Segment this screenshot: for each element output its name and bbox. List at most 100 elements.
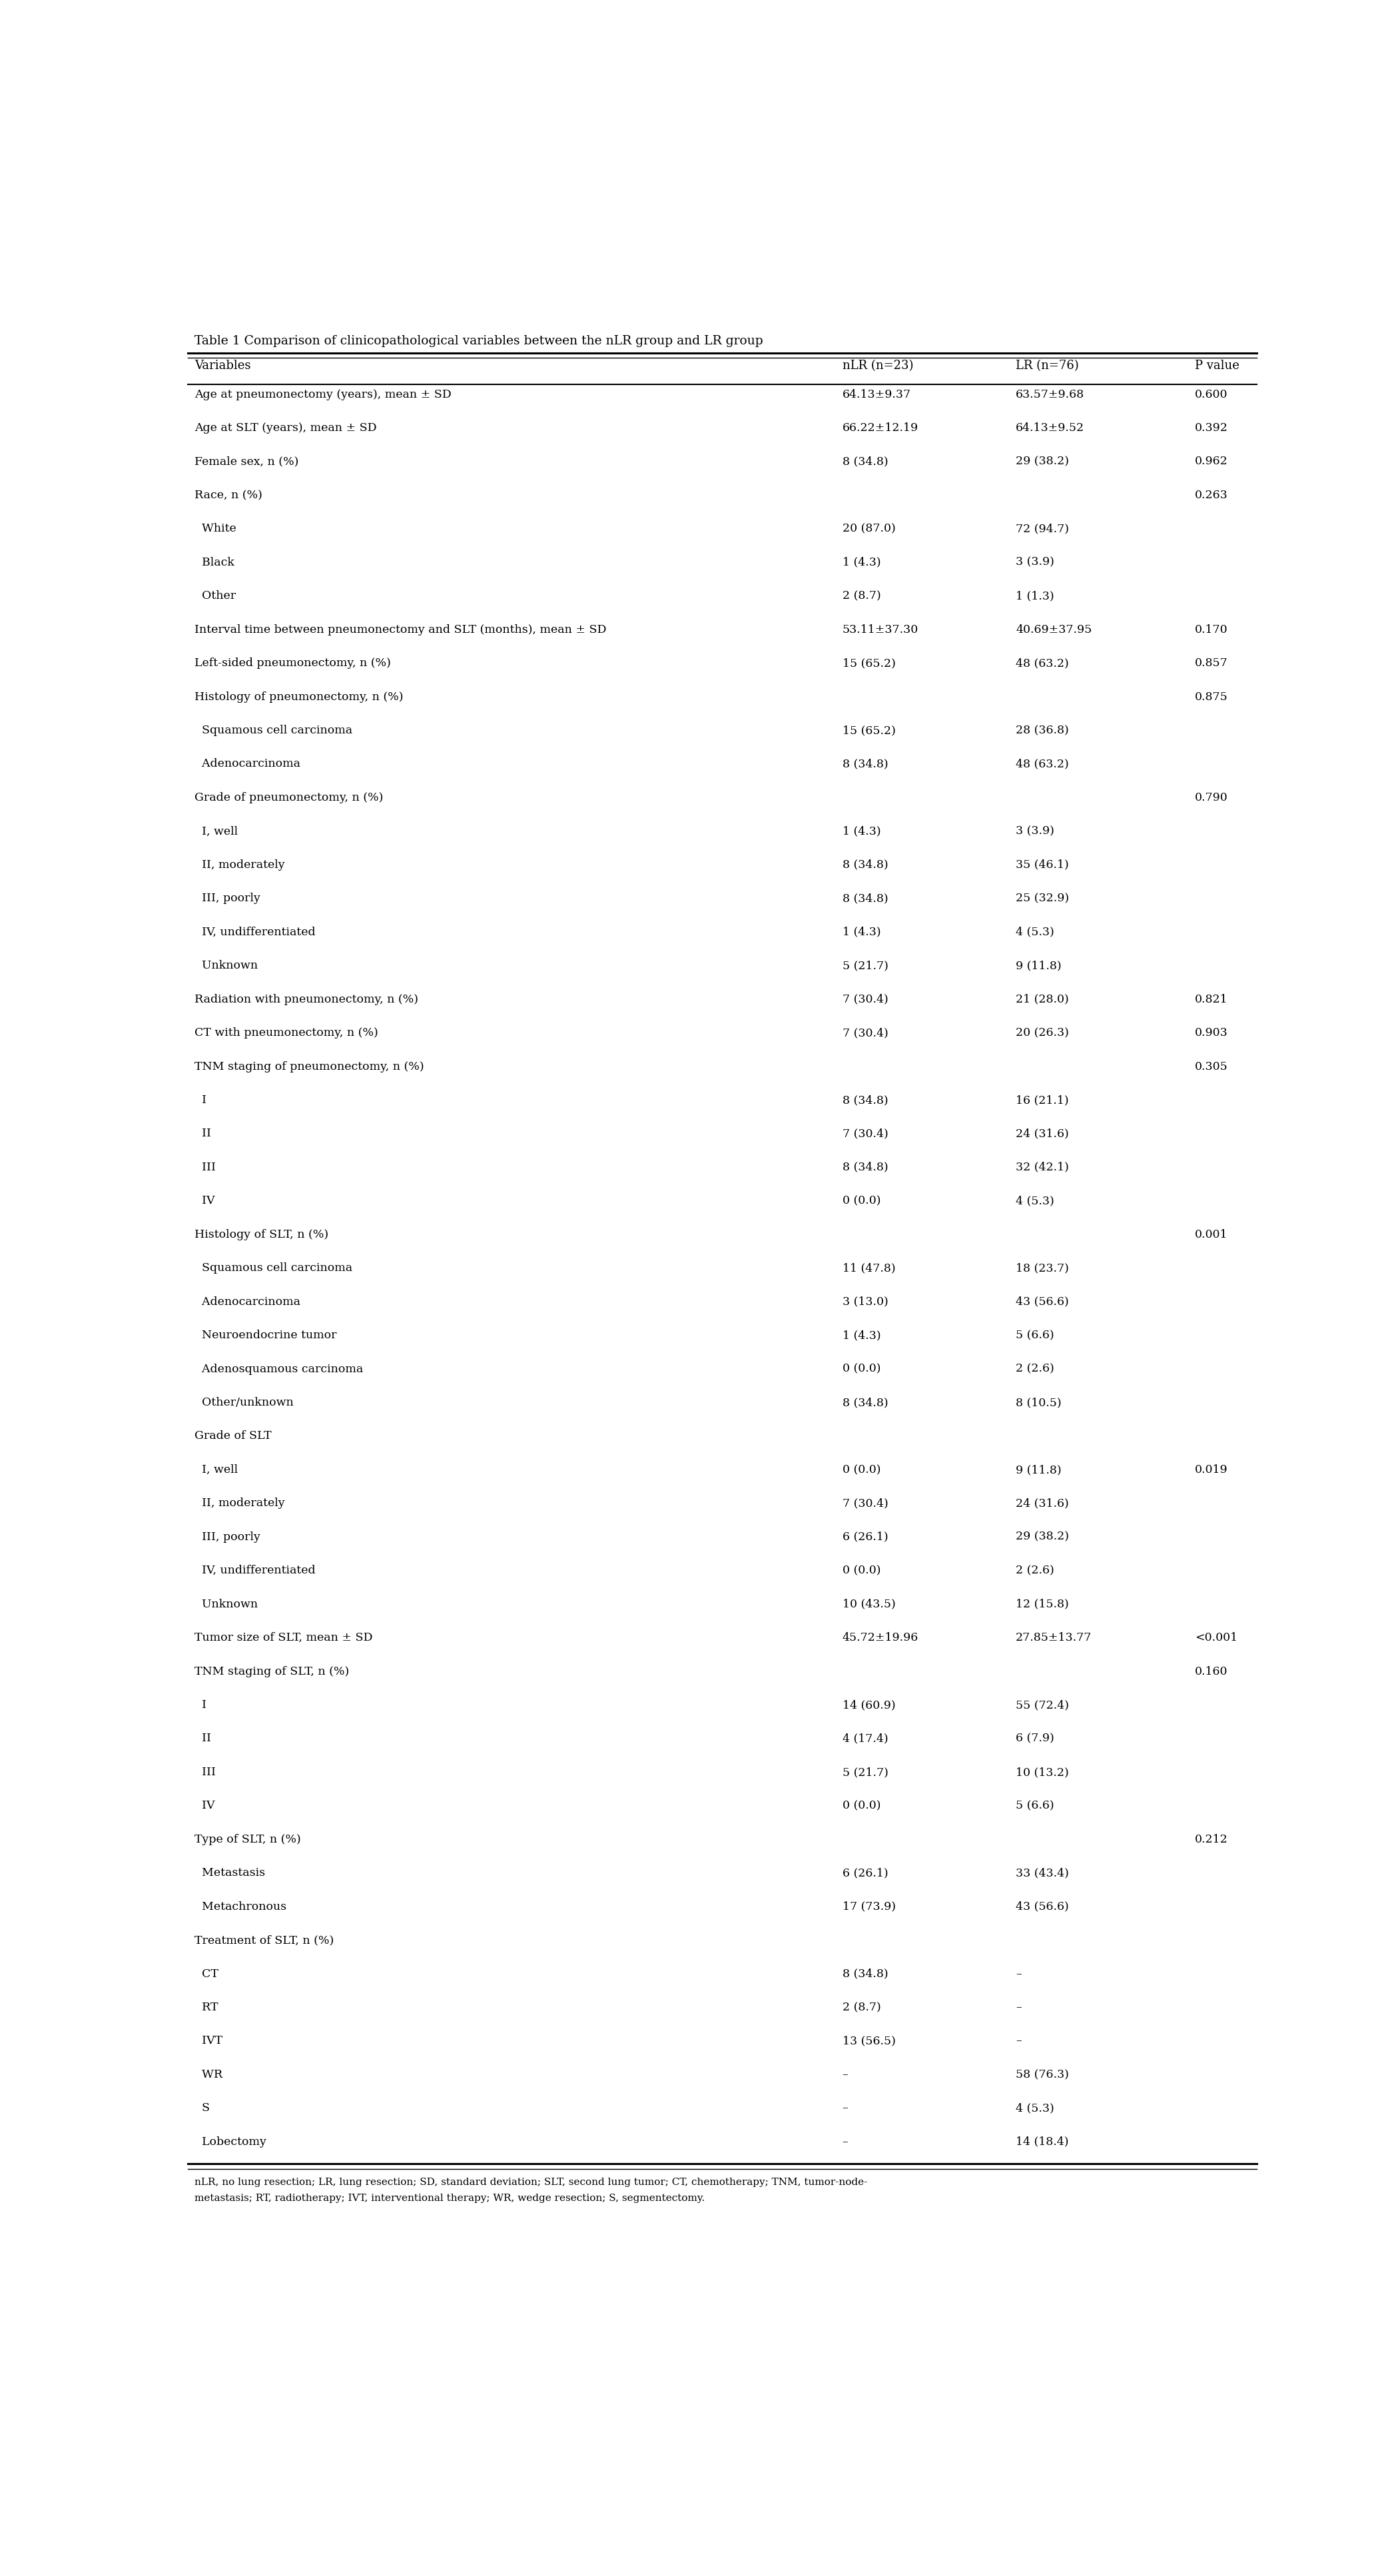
Text: 3 (3.9): 3 (3.9) — [1016, 556, 1054, 569]
Text: 29 (38.2): 29 (38.2) — [1016, 1530, 1070, 1543]
Text: Other: Other — [195, 590, 237, 603]
Text: 1 (4.3): 1 (4.3) — [843, 1329, 881, 1342]
Text: 6 (7.9): 6 (7.9) — [1016, 1734, 1054, 1744]
Text: 8 (34.8): 8 (34.8) — [843, 757, 888, 770]
Text: 4 (5.3): 4 (5.3) — [1016, 2102, 1054, 2115]
Text: 13 (56.5): 13 (56.5) — [843, 2035, 896, 2048]
Text: 20 (87.0): 20 (87.0) — [843, 523, 896, 533]
Text: 0.160: 0.160 — [1194, 1667, 1228, 1677]
Text: 14 (60.9): 14 (60.9) — [843, 1700, 896, 1710]
Text: 0.600: 0.600 — [1194, 389, 1228, 399]
Text: Squamous cell carcinoma: Squamous cell carcinoma — [195, 1262, 353, 1273]
Text: Age at SLT (years), mean ± SD: Age at SLT (years), mean ± SD — [195, 422, 377, 433]
Text: 16 (21.1): 16 (21.1) — [1016, 1095, 1070, 1105]
Text: 0.305: 0.305 — [1194, 1061, 1228, 1072]
Text: –: – — [1016, 1968, 1022, 1978]
Text: 48 (63.2): 48 (63.2) — [1016, 757, 1070, 770]
Text: Female sex, n (%): Female sex, n (%) — [195, 456, 298, 466]
Text: 1 (1.3): 1 (1.3) — [1016, 590, 1054, 603]
Text: White: White — [195, 523, 237, 533]
Text: II, moderately: II, moderately — [195, 1497, 284, 1510]
Text: 2 (2.6): 2 (2.6) — [1016, 1566, 1054, 1577]
Text: 8 (34.8): 8 (34.8) — [843, 1396, 888, 1409]
Text: Unknown: Unknown — [195, 1600, 258, 1610]
Text: 8 (34.8): 8 (34.8) — [843, 456, 888, 466]
Text: 10 (43.5): 10 (43.5) — [843, 1600, 896, 1610]
Text: IV, undifferentiated: IV, undifferentiated — [195, 1566, 315, 1577]
Text: 66.22±12.19: 66.22±12.19 — [843, 422, 918, 433]
Text: 8 (34.8): 8 (34.8) — [843, 1162, 888, 1172]
Text: TNM staging of pneumonectomy, n (%): TNM staging of pneumonectomy, n (%) — [195, 1061, 424, 1072]
Text: III: III — [195, 1162, 216, 1172]
Text: 0.790: 0.790 — [1194, 791, 1228, 804]
Text: 72 (94.7): 72 (94.7) — [1016, 523, 1070, 533]
Text: I, well: I, well — [195, 1463, 238, 1476]
Text: 12 (15.8): 12 (15.8) — [1016, 1600, 1070, 1610]
Text: 0.212: 0.212 — [1194, 1834, 1228, 1844]
Text: 33 (43.4): 33 (43.4) — [1016, 1868, 1070, 1878]
Text: 7 (30.4): 7 (30.4) — [843, 994, 888, 1005]
Text: 20 (26.3): 20 (26.3) — [1016, 1028, 1070, 1038]
Text: I: I — [195, 1095, 207, 1105]
Text: 5 (6.6): 5 (6.6) — [1016, 1801, 1054, 1811]
Text: 9 (11.8): 9 (11.8) — [1016, 1463, 1061, 1476]
Text: <0.001: <0.001 — [1194, 1633, 1238, 1643]
Text: LR (n=76): LR (n=76) — [1016, 361, 1079, 371]
Text: 53.11±37.30: 53.11±37.30 — [843, 623, 918, 636]
Text: IV: IV — [195, 1195, 214, 1206]
Text: 1 (4.3): 1 (4.3) — [843, 827, 881, 837]
Text: Left-sided pneumonectomy, n (%): Left-sided pneumonectomy, n (%) — [195, 657, 391, 670]
Text: Interval time between pneumonectomy and SLT (months), mean ± SD: Interval time between pneumonectomy and … — [195, 623, 606, 636]
Text: 64.13±9.52: 64.13±9.52 — [1016, 422, 1085, 433]
Text: 24 (31.6): 24 (31.6) — [1016, 1128, 1070, 1139]
Text: 3 (3.9): 3 (3.9) — [1016, 827, 1054, 837]
Text: 1 (4.3): 1 (4.3) — [843, 927, 881, 938]
Text: 2 (8.7): 2 (8.7) — [843, 2002, 881, 2012]
Text: 6 (26.1): 6 (26.1) — [843, 1530, 888, 1543]
Text: 58 (76.3): 58 (76.3) — [1016, 2069, 1070, 2081]
Text: 48 (63.2): 48 (63.2) — [1016, 657, 1070, 670]
Text: I: I — [195, 1700, 207, 1710]
Text: 10 (13.2): 10 (13.2) — [1016, 1767, 1070, 1777]
Text: S: S — [195, 2102, 210, 2115]
Text: 5 (6.6): 5 (6.6) — [1016, 1329, 1054, 1342]
Text: Other/unknown: Other/unknown — [195, 1396, 294, 1409]
Text: 45.72±19.96: 45.72±19.96 — [843, 1633, 918, 1643]
Text: 7 (30.4): 7 (30.4) — [843, 1128, 888, 1139]
Text: Age at pneumonectomy (years), mean ± SD: Age at pneumonectomy (years), mean ± SD — [195, 389, 451, 399]
Text: Grade of pneumonectomy, n (%): Grade of pneumonectomy, n (%) — [195, 791, 384, 804]
Text: 0.903: 0.903 — [1194, 1028, 1228, 1038]
Text: 0.857: 0.857 — [1194, 657, 1228, 670]
Text: 0.875: 0.875 — [1194, 690, 1228, 703]
Text: 0 (0.0): 0 (0.0) — [843, 1363, 881, 1376]
Text: IVT: IVT — [195, 2035, 223, 2048]
Text: 0.821: 0.821 — [1194, 994, 1228, 1005]
Text: 0.019: 0.019 — [1194, 1463, 1228, 1476]
Text: 0 (0.0): 0 (0.0) — [843, 1801, 881, 1811]
Text: Tumor size of SLT, mean ± SD: Tumor size of SLT, mean ± SD — [195, 1633, 372, 1643]
Text: IV, undifferentiated: IV, undifferentiated — [195, 927, 315, 938]
Text: 0.170: 0.170 — [1194, 623, 1228, 636]
Text: 40.69±37.95: 40.69±37.95 — [1016, 623, 1092, 636]
Text: II: II — [195, 1128, 211, 1139]
Text: –: – — [1016, 2002, 1022, 2012]
Text: 17 (73.9): 17 (73.9) — [843, 1901, 896, 1911]
Text: 63.57±9.68: 63.57±9.68 — [1016, 389, 1085, 399]
Text: 4 (5.3): 4 (5.3) — [1016, 1195, 1054, 1206]
Text: 0.001: 0.001 — [1194, 1229, 1228, 1239]
Text: –: – — [843, 2069, 848, 2081]
Text: 25 (32.9): 25 (32.9) — [1016, 894, 1070, 904]
Text: 28 (36.8): 28 (36.8) — [1016, 724, 1070, 737]
Text: 18 (23.7): 18 (23.7) — [1016, 1262, 1070, 1273]
Text: Treatment of SLT, n (%): Treatment of SLT, n (%) — [195, 1935, 333, 1945]
Text: 9 (11.8): 9 (11.8) — [1016, 961, 1061, 971]
Text: 27.85±13.77: 27.85±13.77 — [1016, 1633, 1092, 1643]
Text: 43 (56.6): 43 (56.6) — [1016, 1296, 1070, 1309]
Text: Adenocarcinoma: Adenocarcinoma — [195, 757, 301, 770]
Text: TNM staging of SLT, n (%): TNM staging of SLT, n (%) — [195, 1667, 349, 1677]
Text: 8 (34.8): 8 (34.8) — [843, 894, 888, 904]
Text: Squamous cell carcinoma: Squamous cell carcinoma — [195, 724, 353, 737]
Text: Grade of SLT: Grade of SLT — [195, 1430, 272, 1443]
Text: II: II — [195, 1734, 211, 1744]
Text: 2 (8.7): 2 (8.7) — [843, 590, 881, 603]
